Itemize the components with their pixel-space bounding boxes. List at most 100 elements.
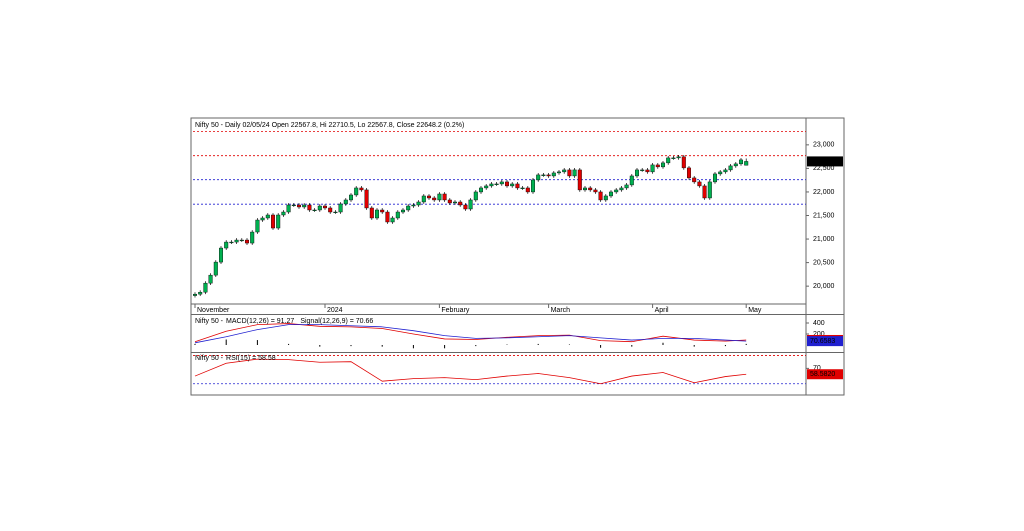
candle-body	[369, 207, 374, 219]
candle-body	[364, 189, 369, 209]
candle-body	[198, 291, 203, 295]
candle-body	[286, 204, 291, 213]
candle-body	[744, 161, 749, 166]
candle-body	[229, 241, 234, 244]
x-tick-label: November	[197, 307, 230, 314]
candle-body	[650, 164, 655, 173]
y-tick-label: 200	[813, 331, 825, 338]
candle-body	[447, 199, 452, 204]
value-tag-label: 58.5820	[810, 371, 835, 378]
candle-body	[421, 195, 426, 203]
candle-body	[505, 181, 510, 187]
y-tick-label: 20,500	[813, 259, 835, 266]
y-tick-label: 70	[813, 365, 821, 372]
candle-body	[453, 201, 458, 204]
series-line	[194, 323, 747, 343]
series-line	[194, 324, 747, 344]
candle-body	[713, 173, 718, 183]
candle-body	[697, 181, 702, 187]
candle-body	[671, 157, 676, 159]
y-tick-label: 400	[813, 320, 825, 327]
candle-body	[338, 203, 343, 213]
x-tick-label: April	[655, 307, 669, 314]
candle-body	[276, 214, 281, 229]
candle-body	[208, 274, 213, 284]
x-tick-label: February	[441, 307, 470, 314]
candle-body	[661, 162, 666, 168]
candle-body	[603, 195, 608, 201]
candle-body	[739, 159, 744, 165]
candle-body	[583, 187, 588, 191]
candle-body	[541, 174, 546, 176]
candle-body	[629, 175, 634, 186]
y-tick-label: 22,000	[813, 189, 835, 196]
y-tick-label: 20,000	[813, 283, 835, 290]
candle-body	[427, 195, 432, 199]
candle-body	[687, 167, 692, 179]
candle-body	[192, 293, 197, 296]
candle-body	[307, 204, 312, 211]
candle-body	[375, 209, 380, 219]
candle-body	[551, 172, 556, 177]
candle-body	[635, 169, 640, 177]
candle-body	[250, 231, 255, 244]
candle-body	[536, 174, 541, 181]
candle-body	[297, 204, 302, 208]
candle-body	[692, 177, 697, 183]
candle-body	[458, 201, 463, 206]
candle-body	[546, 174, 551, 177]
candle-body	[572, 169, 577, 177]
candle-body	[302, 204, 307, 208]
y-tick-label: 23,000	[813, 142, 835, 149]
x-tick-label: 2024	[327, 307, 343, 314]
candle-body	[390, 217, 395, 223]
candle-body	[255, 219, 260, 233]
candle-body	[401, 209, 406, 213]
candle-body	[588, 187, 593, 191]
candle-body	[609, 191, 614, 197]
legend-label: Signal(12,26,9) = 70.66	[300, 318, 373, 325]
candle-body	[468, 199, 473, 210]
x-tick-label: May	[748, 307, 762, 314]
candle-body	[432, 197, 437, 201]
candle-body	[598, 191, 603, 201]
candle-body	[489, 183, 494, 187]
candle-body	[510, 183, 515, 187]
chart-title: Nifty 50 - Daily 02/05/24 Open 22567.8, …	[195, 122, 464, 129]
candle-body	[333, 211, 338, 214]
candle-body	[640, 169, 645, 171]
candle-body	[349, 194, 354, 201]
candle-body	[577, 169, 582, 191]
candle-body	[203, 282, 208, 293]
value-tag-label: 70.6583	[810, 338, 835, 345]
candle-body	[702, 185, 707, 199]
candle-body	[265, 214, 270, 219]
y-tick-label: 22,500	[813, 165, 835, 172]
candle-body	[494, 183, 499, 185]
candle-body	[385, 211, 390, 223]
candle-body	[479, 187, 484, 193]
candle-body	[328, 207, 333, 213]
candle-body	[224, 241, 229, 249]
candle-body	[437, 193, 442, 201]
candle-body	[416, 201, 421, 206]
candle-body	[239, 239, 244, 242]
candle-body	[520, 187, 525, 189]
panel-title: Nifty 50 -	[195, 355, 224, 362]
candle-body	[395, 211, 400, 219]
candle-body	[655, 164, 660, 168]
candle-body	[380, 209, 385, 213]
candle-body	[515, 183, 520, 189]
candle-body	[291, 204, 296, 206]
candle-body	[614, 189, 619, 193]
y-tick-label: 21,500	[813, 212, 835, 219]
legend-label: MACD(12,26) = 91.27	[226, 318, 294, 325]
candle-body	[463, 204, 468, 210]
candle-body	[317, 205, 322, 211]
candle-body	[343, 199, 348, 205]
candle-body	[484, 185, 489, 189]
candle-body	[557, 171, 562, 174]
candle-body	[681, 156, 686, 169]
candle-body	[323, 205, 328, 209]
